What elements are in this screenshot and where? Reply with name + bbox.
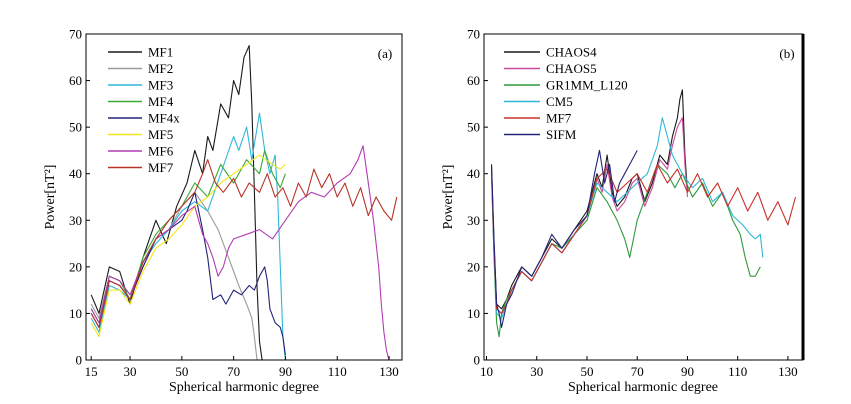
legend-label: GR1MM_L120 [546,78,628,93]
x-tick-label: 50 [175,364,188,379]
y-tick-label: 10 [69,306,82,321]
y-tick-label: 40 [69,166,82,181]
x-axis-label: Spherical harmonic degree [568,380,718,395]
x-tick-label: 50 [580,364,593,379]
series-line-mf5 [90,154,286,338]
y-tick-label: 10 [467,306,480,321]
y-tick-label: 30 [69,213,82,228]
series-line-mf7 [490,163,797,314]
y-tick-label: 30 [467,213,480,228]
y-tick-label: 70 [69,27,82,42]
series-line-mf6 [90,145,390,361]
series-line-cm5 [490,117,764,319]
y-tick-label: 60 [467,73,480,88]
legend-label: MF3 [148,78,173,93]
series-line-chaos4 [490,89,689,310]
y-tick-label: 70 [467,27,480,42]
legend-label: MF7 [546,111,572,126]
x-tick-label: 70 [227,364,240,379]
series-line-mf3 [90,112,286,361]
panel-label: (b) [779,46,794,61]
x-tick-label: 110 [328,364,347,379]
panel-label: (a) [378,46,392,61]
x-tick-label: 30 [530,364,543,379]
legend-label: MF2 [148,61,173,76]
legend-label: MF4 [148,94,174,109]
series-line-mf4x [90,191,286,356]
y-tick-label: 0 [474,353,481,368]
legend-label: SIFM [546,127,577,142]
x-tick-label: 30 [124,364,137,379]
y-tick-label: 40 [467,166,480,181]
x-tick-label: 10 [480,364,493,379]
y-axis-label: Power[nT²] [441,165,456,230]
y-axis-label: Power[nT²] [43,165,58,230]
legend-label: MF6 [148,144,174,159]
plot-frame [85,33,403,361]
y-tick-label: 60 [69,73,82,88]
panel-a: 15 30 50 70 90 110 130 0 10 20 30 40 50 60 70 Spherica… [43,27,403,395]
series-line-gr1mm-l120 [490,163,761,338]
legend-label: CHAOS4 [546,45,597,60]
y-tick-label: 20 [467,259,480,274]
x-tick-label: 130 [379,364,399,379]
x-axis-label: Spherical harmonic degree [169,380,319,395]
series-line-sifm [490,149,638,328]
legend-label: MF4x [148,111,180,126]
legend-label: MF7 [148,160,174,175]
y-tick-label: 0 [76,353,83,368]
legend-label: MF5 [148,127,173,142]
series-line-mf1 [90,45,263,361]
x-tick-label: 70 [631,364,644,379]
x-tick-label: 15 [85,364,98,379]
series-line-mf7 [90,159,398,328]
series-line-chaos5 [490,117,689,314]
x-tick-label: 90 [279,364,292,379]
y-tick-label: 50 [467,120,480,135]
y-tick-label: 50 [69,120,82,135]
legend-label: CHAOS5 [546,61,597,76]
x-tick-label: 130 [778,364,798,379]
x-tick-label: 90 [681,364,694,379]
legend-label: MF1 [148,45,173,60]
legend-label: CM5 [546,94,573,109]
y-tick-label: 20 [69,259,82,274]
x-tick-label: 110 [728,364,747,379]
